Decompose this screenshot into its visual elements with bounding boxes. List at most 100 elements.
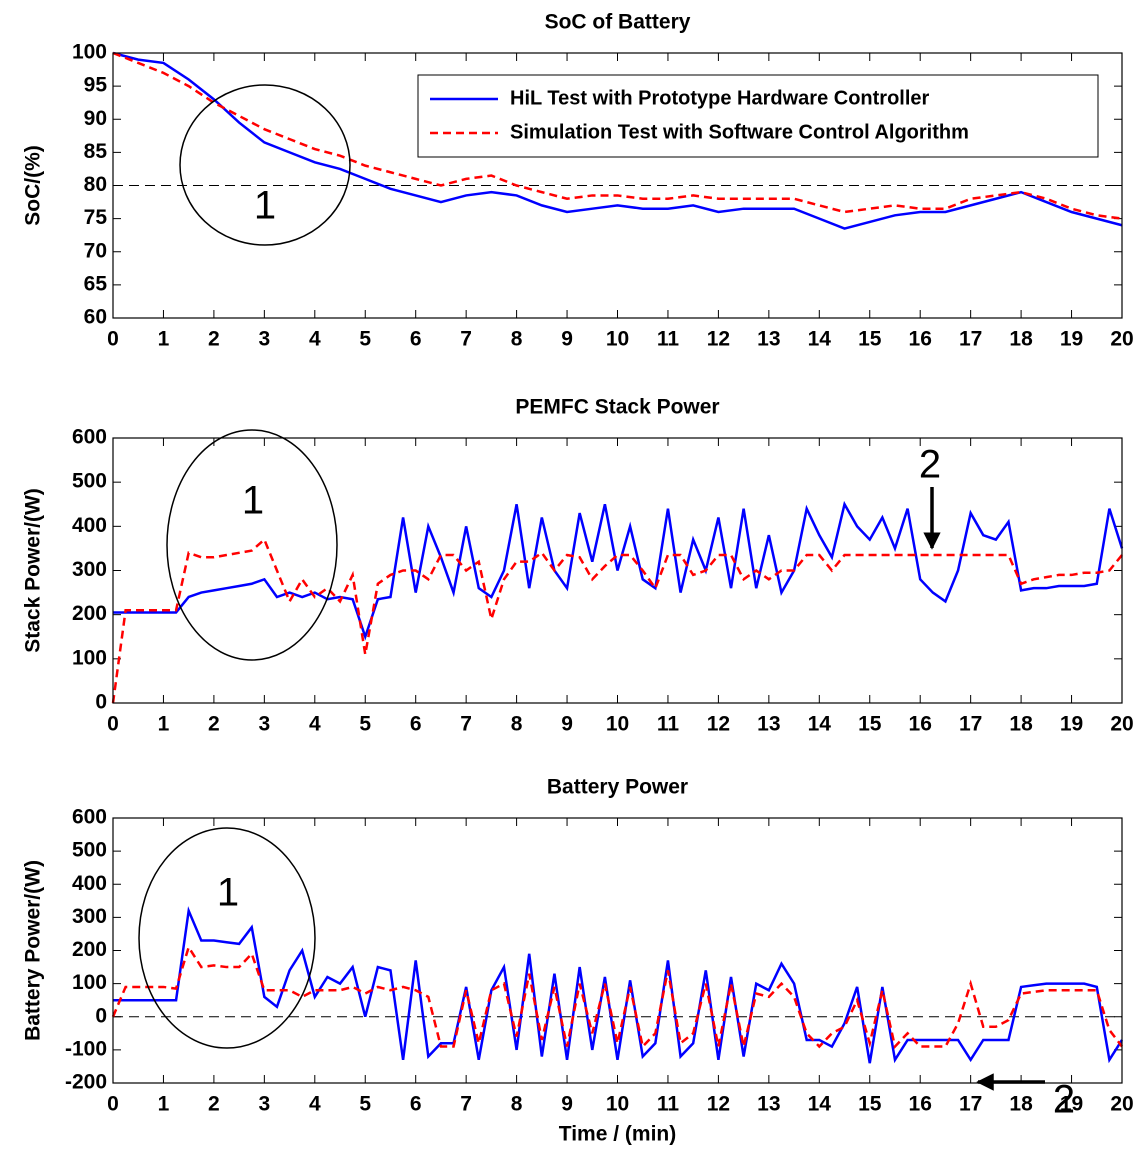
- axes-frame: [112, 437, 1123, 704]
- series-line: [111, 537, 1123, 704]
- x-tick-label: 19: [1060, 713, 1083, 736]
- y-tick-label: 60: [84, 306, 107, 329]
- x-tick-label: 13: [757, 1093, 780, 1116]
- x-tick-label: 0: [107, 713, 119, 736]
- x-tick-label: 6: [410, 328, 422, 351]
- y-tick-label: 100: [72, 971, 107, 994]
- chart-title: SoC of Battery: [545, 11, 691, 34]
- x-tick-label: 3: [259, 1093, 271, 1116]
- series-line: [113, 500, 1124, 641]
- x-tick-label: 4: [309, 713, 321, 736]
- y-axis-label: SoC/(%): [22, 145, 45, 226]
- x-tick-label: 17: [959, 713, 982, 736]
- y-tick-label: 600: [72, 806, 107, 829]
- annotation-circle: [166, 429, 338, 661]
- x-tick-label: 14: [808, 1093, 832, 1116]
- x-tick-label: 16: [909, 1093, 932, 1116]
- x-tick-label: 0: [107, 1093, 119, 1116]
- y-tick-label: 0: [95, 1004, 107, 1027]
- annotation: 1: [254, 184, 276, 228]
- plot-area: [113, 818, 1122, 1083]
- annotation-circle: [138, 827, 316, 1049]
- y-tick-label: -200: [65, 1071, 107, 1094]
- legend-label: Simulation Test with Software Control Al…: [510, 121, 969, 143]
- y-tick-label: 500: [72, 470, 107, 493]
- x-tick-label: 15: [858, 328, 882, 351]
- x-tick-label: 20: [1110, 1093, 1133, 1116]
- annotation-circle: [179, 84, 351, 246]
- x-tick-label: 11: [657, 713, 680, 736]
- series-line: [112, 51, 1123, 230]
- x-tick-label: 20: [1110, 328, 1133, 351]
- y-tick-label: 0: [95, 691, 107, 714]
- x-tick-label: 6: [410, 1093, 422, 1116]
- y-tick-label: 500: [72, 839, 107, 862]
- y-tick-label: 75: [84, 206, 108, 229]
- x-tick-label: 8: [511, 1093, 523, 1116]
- x-tick-label: 9: [561, 713, 573, 736]
- y-tick-label: 300: [72, 905, 107, 928]
- axes-frame: [112, 817, 1123, 1084]
- x-tick-label: 7: [460, 1093, 472, 1116]
- y-tick-label: 200: [72, 938, 107, 961]
- x-tick-label: 4: [309, 328, 321, 351]
- x-tick-label: 5: [359, 328, 371, 351]
- x-tick-label: 3: [259, 713, 271, 736]
- annotation: 1: [242, 479, 264, 523]
- y-tick-label: -100: [65, 1037, 107, 1060]
- x-tick-label: 2: [208, 1093, 220, 1116]
- x-tick-label: 2: [208, 713, 220, 736]
- x-tick-label: 6: [410, 713, 422, 736]
- y-tick-label: 95: [84, 74, 108, 97]
- x-tick-label: 18: [1009, 713, 1033, 736]
- y-axis-label: Stack Power/(W): [22, 488, 45, 653]
- y-axis-label: Battery Power/(W): [22, 860, 45, 1041]
- x-tick-label: 1: [158, 328, 170, 351]
- x-tick-label: 20: [1110, 713, 1133, 736]
- y-tick-label: 100: [72, 41, 107, 64]
- chart-title: Battery Power: [547, 776, 688, 799]
- x-tick-label: 12: [707, 1093, 730, 1116]
- x-tick-label: 5: [359, 1093, 371, 1116]
- y-tick-label: 85: [84, 140, 108, 163]
- y-tick-label: 100: [72, 646, 107, 669]
- y-tick-label: 80: [84, 173, 107, 196]
- axes-frame: [112, 52, 1123, 319]
- legend-label: HiL Test with Prototype Hardware Control…: [510, 87, 930, 109]
- x-tick-label: 15: [858, 713, 882, 736]
- x-axis-label: Time / (min): [559, 1123, 676, 1146]
- x-tick-label: 4: [309, 1093, 321, 1116]
- x-tick-label: 9: [561, 1093, 573, 1116]
- x-tick-label: 18: [1009, 1093, 1033, 1116]
- x-tick-label: 12: [707, 713, 730, 736]
- x-tick-label: 13: [757, 713, 780, 736]
- x-tick-label: 18: [1009, 328, 1033, 351]
- annotation: 2: [1053, 1078, 1075, 1122]
- x-tick-label: 5: [359, 713, 371, 736]
- x-tick-label: 0: [107, 328, 119, 351]
- x-tick-label: 17: [959, 328, 982, 351]
- x-tick-label: 16: [909, 713, 932, 736]
- series-line: [113, 906, 1124, 1064]
- x-tick-label: 7: [460, 713, 472, 736]
- x-tick-label: 1: [158, 1093, 170, 1116]
- y-tick-label: 200: [72, 602, 107, 625]
- x-tick-label: 10: [606, 713, 629, 736]
- x-tick-label: 12: [707, 328, 730, 351]
- x-tick-label: 16: [909, 328, 932, 351]
- x-tick-label: 15: [858, 1093, 882, 1116]
- annotation: 1: [217, 871, 239, 915]
- x-tick-label: 13: [757, 328, 780, 351]
- series-line: [112, 51, 1123, 220]
- y-tick-label: 400: [72, 872, 107, 895]
- x-tick-label: 14: [808, 328, 832, 351]
- x-tick-label: 11: [657, 1093, 680, 1116]
- y-tick-label: 300: [72, 558, 107, 581]
- x-tick-label: 7: [460, 328, 472, 351]
- x-tick-label: 14: [808, 713, 832, 736]
- x-tick-label: 17: [959, 1093, 982, 1116]
- y-tick-label: 90: [84, 107, 107, 130]
- y-tick-label: 65: [84, 272, 108, 295]
- x-tick-label: 8: [511, 328, 523, 351]
